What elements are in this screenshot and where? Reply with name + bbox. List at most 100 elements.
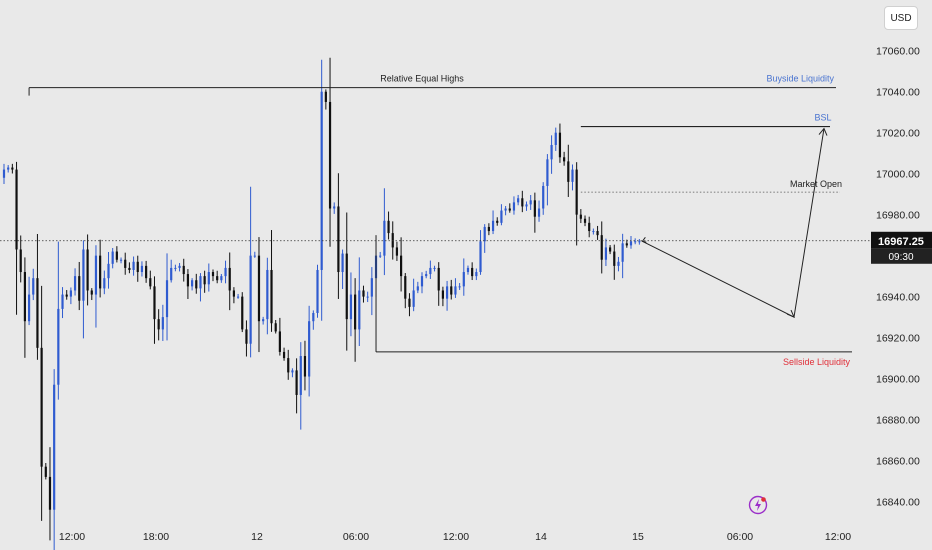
candle-body: [529, 200, 532, 205]
candle-body: [542, 185, 545, 209]
candle-body: [69, 290, 72, 297]
candle-body: [170, 267, 173, 281]
candle-body: [303, 356, 307, 377]
candle-body: [186, 274, 190, 287]
candle-body: [36, 278, 39, 348]
candle-body: [57, 308, 60, 385]
candle-body: [512, 202, 516, 211]
candle-body: [249, 255, 252, 344]
candle-body: [65, 294, 68, 297]
candle-body: [32, 278, 35, 295]
candle-body: [23, 272, 26, 322]
y-tick-label: 17060.00: [876, 46, 920, 58]
candle-body: [400, 255, 403, 277]
relative-equal-highs-label: Relative Equal Highs: [380, 74, 464, 84]
candle-body: [621, 243, 624, 262]
candle-body: [354, 294, 357, 330]
candle-body: [370, 278, 373, 297]
candle-body: [257, 255, 261, 322]
candle-body: [609, 247, 612, 252]
candle-body: [604, 247, 608, 260]
candle-body: [487, 226, 490, 232]
candle-body: [600, 235, 603, 260]
candle-body: [479, 241, 482, 273]
candle-body: [308, 321, 311, 377]
candle-body: [387, 220, 390, 234]
candle-body: [441, 290, 444, 299]
candle-body: [554, 132, 557, 145]
candle-body: [161, 317, 164, 330]
y-tick-label: 16860.00: [876, 456, 920, 468]
candle-body: [211, 272, 215, 277]
candle-body: [44, 466, 47, 477]
candle-body: [278, 331, 281, 352]
x-tick-label: 06:00: [727, 531, 753, 543]
candle-body: [629, 241, 633, 246]
candle-body: [94, 255, 98, 295]
candle-body: [491, 220, 495, 232]
candle-body: [445, 286, 449, 299]
candle-body: [408, 298, 411, 307]
candle-body: [563, 157, 566, 162]
y-tick-label: 17020.00: [876, 128, 920, 140]
candle-body: [27, 294, 31, 322]
candle-body: [588, 222, 591, 232]
candle-body: [61, 294, 64, 309]
currency-selector[interactable]: USD: [884, 6, 918, 30]
projection-arrowhead-down: [786, 309, 795, 319]
candle-body: [199, 276, 202, 289]
candle-body: [241, 296, 244, 330]
market-open-label: Market Open: [790, 179, 842, 189]
candle-body: [634, 241, 637, 243]
y-tick-label: 16940.00: [876, 292, 920, 304]
candle-body: [466, 267, 470, 273]
candle-body: [592, 231, 595, 233]
candle-body: [220, 276, 223, 281]
x-tick-label: 14: [535, 531, 547, 543]
candle-body: [625, 243, 628, 246]
candle-body: [366, 296, 369, 298]
candle-body: [90, 290, 93, 295]
candle-body: [103, 278, 106, 289]
projection-arrow-start: [641, 236, 647, 243]
current-price-label: 16967.25: [878, 236, 924, 248]
candle-body: [316, 269, 319, 314]
candle-body: [191, 280, 194, 287]
candle-body: [546, 159, 549, 186]
candle-body: [153, 286, 156, 320]
candle-body: [82, 249, 85, 301]
candle-body: [521, 198, 524, 207]
projection-path[interactable]: [642, 128, 825, 318]
lightning-icon[interactable]: [748, 495, 768, 515]
candle-body: [119, 259, 123, 261]
candle-body: [412, 290, 415, 307]
candle-body: [282, 351, 286, 359]
candle-body: [429, 267, 432, 275]
candle-body: [379, 255, 382, 257]
candle-body: [115, 251, 118, 260]
candle-body: [525, 204, 528, 207]
candle-body: [508, 208, 511, 211]
candle-body: [567, 161, 570, 182]
x-tick-label: 12:00: [443, 531, 469, 543]
candle-body: [504, 208, 507, 211]
candle-body: [253, 255, 256, 257]
candle-body: [462, 272, 465, 287]
x-tick-label: 18:00: [143, 531, 169, 543]
candle-body: [575, 169, 578, 215]
candle-body: [19, 249, 22, 273]
candle-body: [295, 370, 298, 395]
candle-body: [157, 319, 160, 330]
candle-body: [437, 267, 440, 291]
candle-body: [203, 276, 206, 285]
candle-body: [395, 247, 399, 256]
candle-body: [517, 198, 520, 203]
buyside-liquidity-label: Buyside Liquidity: [766, 74, 834, 84]
currency-label: USD: [890, 12, 912, 24]
candle-body: [178, 265, 181, 268]
candle-body: [136, 261, 139, 273]
candle-body: [224, 267, 227, 277]
x-tick-label: 12:00: [825, 531, 851, 543]
